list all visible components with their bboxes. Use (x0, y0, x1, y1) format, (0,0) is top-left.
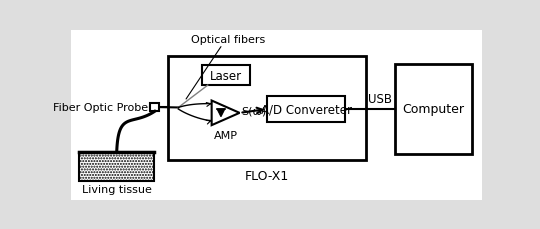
Bar (79, 153, 154, 182)
Text: Optical fibers: Optical fibers (191, 34, 265, 44)
Bar (201, 66, 249, 86)
Text: Laser: Laser (210, 69, 242, 82)
Text: A/D Convereter: A/D Convereter (261, 103, 352, 116)
Bar (151, 103, 159, 112)
Text: AMP: AMP (214, 130, 238, 140)
Text: Computer: Computer (402, 103, 464, 116)
Text: USB: USB (368, 93, 392, 106)
Polygon shape (212, 101, 240, 126)
Bar (395, 64, 472, 155)
Text: S(ω): S(ω) (241, 106, 266, 116)
Bar (79, 153, 154, 182)
Bar (267, 96, 345, 123)
Text: Living tissue: Living tissue (82, 185, 152, 195)
Text: Fiber Optic Probe: Fiber Optic Probe (53, 103, 148, 113)
Bar (168, 57, 366, 160)
Polygon shape (217, 109, 225, 117)
Text: FLO-X1: FLO-X1 (245, 169, 289, 182)
